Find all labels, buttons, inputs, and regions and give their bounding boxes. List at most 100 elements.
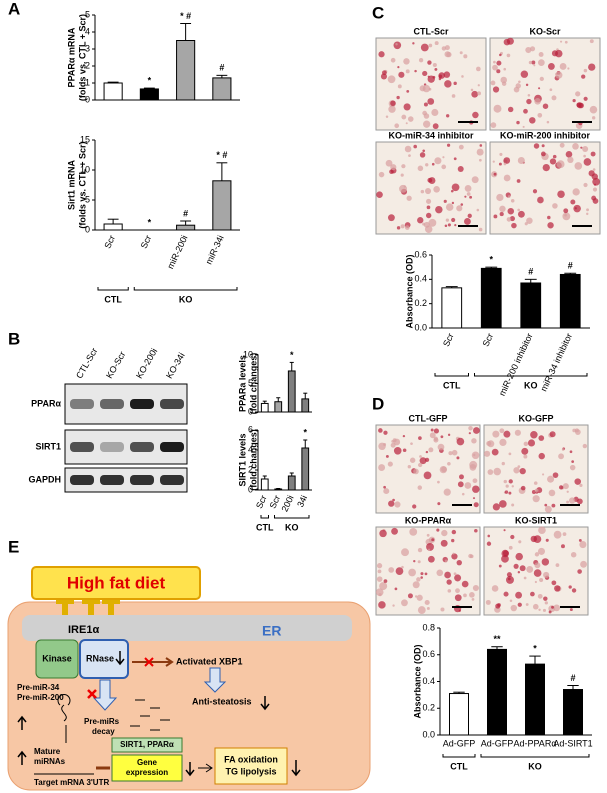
stain — [569, 464, 576, 471]
stain — [552, 154, 557, 159]
stain — [428, 447, 434, 453]
stain — [464, 185, 472, 192]
stain — [406, 89, 410, 93]
stain — [543, 571, 550, 579]
stain — [592, 177, 600, 186]
stain — [444, 45, 450, 51]
band — [130, 399, 154, 409]
stain — [408, 568, 416, 577]
y-axis-label: SIRT1 levels — [237, 433, 247, 486]
stain — [468, 432, 471, 435]
stain — [487, 534, 491, 538]
image-label: CTL-GFP — [409, 413, 448, 423]
stain — [490, 122, 497, 129]
stain — [428, 218, 437, 227]
stain — [464, 195, 467, 198]
receptor: IRE1α — [68, 624, 99, 636]
stain — [385, 115, 389, 119]
y-tick-label: 15 — [80, 134, 90, 144]
stain — [430, 428, 434, 432]
stain — [581, 74, 586, 79]
stain — [416, 577, 421, 582]
y-tick-label: 5 — [85, 194, 90, 204]
stain — [417, 462, 423, 468]
stain — [547, 62, 555, 70]
arrow-up — [17, 750, 27, 765]
group-label: CTL — [256, 522, 274, 532]
stain — [492, 430, 500, 438]
stain — [511, 485, 514, 488]
stain — [575, 429, 581, 435]
stain — [459, 51, 463, 55]
x-tick-label: Scr — [139, 234, 154, 250]
stain — [419, 455, 422, 458]
stain — [510, 199, 515, 203]
stain — [508, 452, 512, 456]
stain — [510, 534, 515, 540]
stain — [532, 603, 539, 610]
stain — [499, 428, 505, 434]
stain — [392, 604, 395, 607]
stain — [514, 429, 521, 436]
stain — [426, 198, 432, 204]
stain — [521, 447, 529, 455]
stain — [501, 461, 505, 466]
stain — [564, 213, 567, 217]
stain — [457, 481, 464, 488]
stain — [557, 190, 565, 199]
stain — [582, 146, 589, 153]
stain — [571, 588, 577, 593]
stain — [508, 479, 513, 484]
stain — [523, 108, 528, 114]
stain — [574, 162, 583, 170]
stain — [471, 90, 479, 98]
mature: miRNAs — [34, 757, 66, 766]
x-tick-label: Ad-SIRT1 — [553, 738, 592, 748]
stain — [416, 594, 423, 601]
stain — [413, 144, 417, 149]
stain — [378, 442, 386, 451]
stain — [517, 465, 521, 469]
stain — [378, 171, 385, 178]
stain — [426, 607, 430, 610]
group-bracket — [474, 373, 588, 377]
stain — [526, 217, 533, 224]
stain — [447, 589, 452, 593]
stain — [404, 145, 412, 153]
stain — [518, 80, 521, 84]
stain — [568, 585, 572, 589]
stain — [552, 203, 558, 209]
stain — [409, 457, 416, 463]
gene: Gene — [137, 758, 158, 767]
outcome: TG lipolysis — [225, 766, 276, 776]
stain — [456, 456, 460, 460]
stain — [378, 601, 386, 609]
stain — [380, 73, 387, 80]
stain — [583, 68, 588, 73]
stain — [501, 554, 509, 563]
stain — [579, 541, 587, 549]
stain — [492, 64, 498, 71]
stain — [571, 460, 575, 463]
stain — [492, 160, 495, 163]
stain — [455, 588, 460, 594]
stain — [438, 77, 442, 81]
stain — [426, 533, 430, 537]
stain — [593, 183, 597, 186]
stain — [527, 439, 536, 447]
stain — [456, 437, 465, 446]
stain — [486, 441, 492, 447]
bar — [274, 401, 283, 413]
image-label: CTL-Scr — [413, 26, 449, 36]
arrow — [198, 763, 213, 773]
stain — [378, 464, 386, 471]
stain — [589, 105, 598, 114]
stain — [461, 75, 464, 78]
stain — [525, 83, 529, 87]
annotation: * # — [216, 150, 227, 160]
stain — [401, 565, 404, 569]
x-tick-label: Ad-GFP — [481, 738, 514, 748]
rnase: RNase — [86, 653, 114, 663]
band — [130, 442, 154, 452]
stain — [538, 52, 544, 57]
